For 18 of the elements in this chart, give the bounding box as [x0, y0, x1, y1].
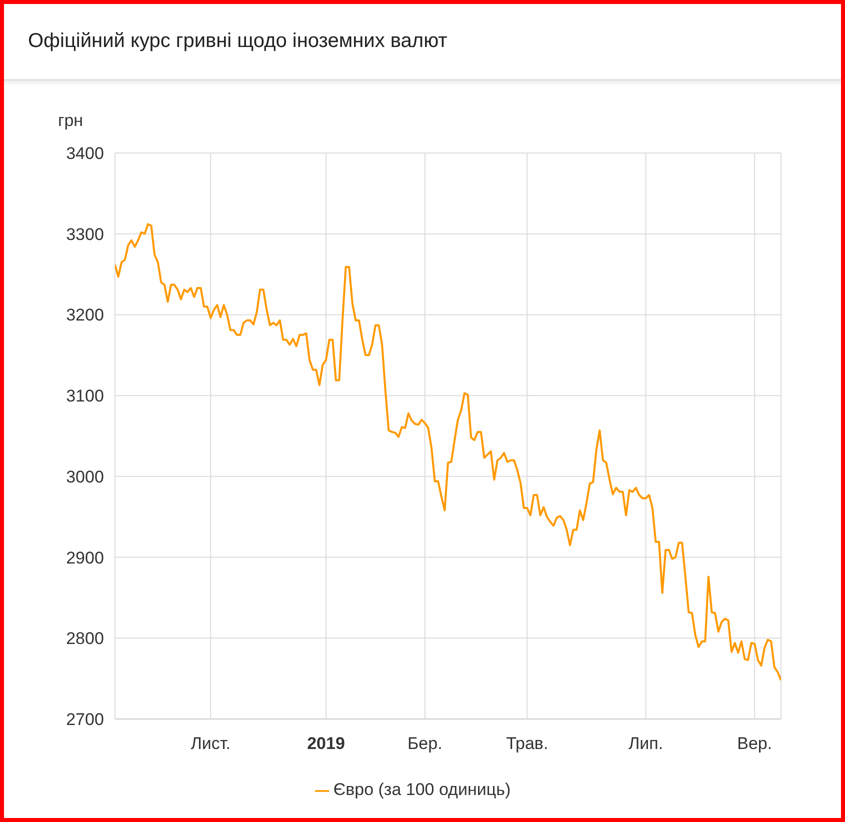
y-tick-label: 2800 — [66, 629, 104, 648]
y-tick-label: 3000 — [66, 467, 104, 486]
y-tick-label: 3300 — [66, 224, 104, 244]
y-tick-label: 3400 — [66, 144, 104, 164]
y-axis-title: грн — [58, 111, 84, 131]
x-tick-label: Вер. — [737, 734, 772, 753]
x-tick-label: 2019 — [307, 734, 345, 753]
x-tick-label: Лист. — [190, 734, 231, 753]
y-tick-label: 2900 — [66, 548, 104, 568]
x-tick-label: Лип. — [628, 734, 664, 753]
chart-title: Офіційний курс гривні щодо іноземних валют — [28, 30, 448, 53]
legend-label: Євро (за 100 одиниць) — [333, 780, 511, 799]
y-tick-label: 3200 — [66, 306, 104, 325]
y-tick-label: 3100 — [66, 386, 104, 406]
y-tick-label: 2700 — [66, 710, 104, 730]
line-series — [115, 223, 781, 682]
x-tick-label: Бер. — [408, 734, 442, 753]
x-tick-label: Трав. — [506, 734, 548, 753]
